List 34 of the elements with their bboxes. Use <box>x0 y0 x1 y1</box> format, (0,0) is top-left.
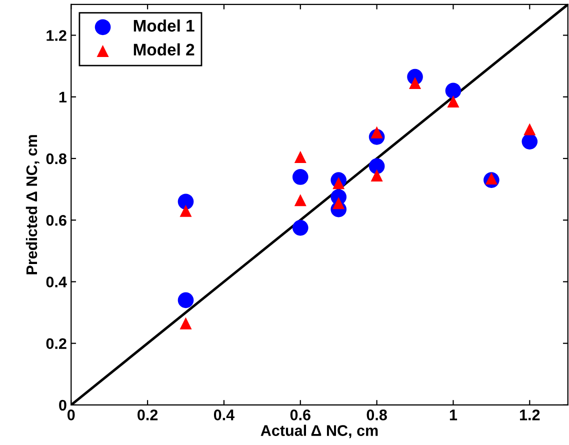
y-tick-label: 0.2 <box>46 338 66 350</box>
x-axis-title: Actual Δ NC, cm <box>260 424 378 438</box>
x-tick-label: 0 <box>67 410 75 420</box>
point <box>368 158 385 174</box>
point <box>370 169 383 182</box>
point <box>447 95 460 108</box>
legend-label: Model 1 <box>134 19 194 32</box>
x-tick-label: 1.2 <box>520 410 540 420</box>
point <box>178 292 194 308</box>
point <box>445 82 462 99</box>
point <box>409 76 422 90</box>
x-tick-label: 0.2 <box>138 410 158 420</box>
point <box>178 194 194 210</box>
point <box>332 197 345 210</box>
y-tick-label: 0 <box>59 400 66 411</box>
y-tick-label: 0.8 <box>46 153 66 164</box>
point <box>180 317 192 330</box>
point <box>294 150 306 163</box>
point <box>292 220 308 236</box>
point <box>522 134 538 150</box>
y-tick-label: 0.4 <box>46 276 67 288</box>
x-tick-label: 0.8 <box>366 410 387 420</box>
y-tick-label: 1.2 <box>46 30 66 41</box>
point <box>294 194 306 206</box>
y-tick-label: 1 <box>59 92 67 102</box>
y-tick-label: 0.6 <box>46 214 66 226</box>
point <box>292 169 308 185</box>
point <box>180 204 192 217</box>
x-tick-label: 0.4 <box>214 410 235 420</box>
legend-label: Model 2 <box>134 43 194 56</box>
x-tick-label: 0.6 <box>290 410 310 420</box>
x-tick-label: 1 <box>450 410 458 420</box>
y-axis-title: Predicted Δ NC, cm <box>26 135 40 274</box>
point <box>524 123 536 136</box>
